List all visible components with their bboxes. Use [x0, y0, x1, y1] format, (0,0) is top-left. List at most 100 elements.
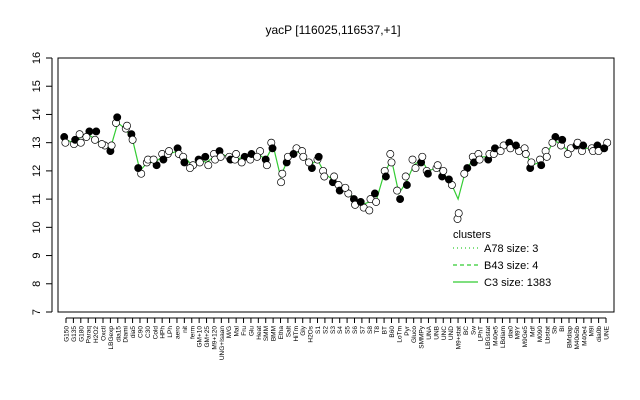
data-point	[268, 144, 277, 153]
x-tick-label: M9l	[589, 325, 596, 336]
x-tick-label: UNA	[426, 325, 433, 339]
x-tick-label: LBGexp	[108, 326, 115, 350]
x-tick-label: Lbstat	[544, 326, 551, 344]
data-point	[216, 152, 225, 161]
data-point	[289, 150, 298, 158]
data-point	[402, 181, 411, 189]
x-tick-label: Pyr	[404, 325, 411, 336]
data-point	[165, 147, 173, 156]
data-point	[418, 152, 427, 161]
x-tick-label: HiTm	[293, 326, 300, 342]
data-point	[75, 130, 84, 139]
data-point	[253, 152, 262, 161]
x-tick-label: M/G	[226, 326, 233, 338]
x-tick-label: dia15	[115, 326, 122, 342]
x-tick-label: M090	[537, 326, 544, 343]
x-tick-label: dia5	[130, 326, 137, 339]
data-point	[386, 150, 395, 158]
x-tick-label: Cold	[152, 326, 159, 340]
data-point	[381, 172, 390, 181]
x-tick-label: GM+10	[197, 326, 204, 348]
legend-label-b43: B43 size: 4	[484, 260, 538, 272]
x-tick-label: Gly	[300, 325, 307, 336]
data-point	[387, 158, 396, 167]
data-point	[411, 164, 420, 173]
x-tick-label: LoTm	[396, 326, 403, 343]
x-tick-label: M40e4	[581, 326, 588, 346]
data-point	[475, 155, 484, 164]
x-tick-label: SMM	[263, 326, 270, 341]
x-tick-label: S1	[315, 326, 322, 334]
data-point	[439, 166, 448, 175]
x-tick-label: S6	[352, 326, 359, 334]
y-tick-label: 8	[31, 281, 43, 287]
data-point	[558, 135, 567, 144]
y-tick-label: 7	[31, 309, 43, 315]
data-point	[320, 172, 329, 181]
data-point	[341, 183, 350, 192]
data-point	[107, 141, 116, 150]
x-tick-label: S8	[367, 326, 374, 334]
legend-label-a78: A78 size: 3	[484, 243, 538, 255]
x-tick-label: BC	[463, 326, 470, 335]
data-point	[396, 195, 405, 204]
x-tick-label: Oxctl	[100, 325, 107, 340]
x-tick-label: ferm	[189, 326, 196, 339]
x-tick-label: M9Y	[515, 325, 522, 339]
x-tick-label: LBdiam	[500, 326, 507, 348]
x-tick-label: dia0b	[596, 326, 603, 342]
data-point	[444, 175, 453, 184]
x-tick-label: LBGstat	[485, 326, 492, 350]
x-tick-label: LPh	[167, 326, 174, 338]
x-tick-label: Heat	[256, 326, 263, 340]
x-tick-label: M9+stat	[456, 326, 463, 349]
x-tick-label: Diami	[123, 326, 130, 343]
data-point	[195, 158, 204, 167]
x-tick-label: S4	[337, 326, 344, 334]
x-tick-label: Salt	[285, 326, 292, 337]
x-tick-label: B60	[389, 326, 396, 338]
data-point	[454, 209, 463, 218]
x-tick-label: Etha	[278, 326, 285, 340]
data-point	[423, 169, 432, 178]
data-point	[542, 152, 551, 161]
x-tick-label: SMMPy	[419, 325, 426, 349]
data-point	[299, 152, 308, 161]
data-point	[149, 155, 158, 164]
x-tick-label: aero	[174, 326, 181, 339]
x-tick-label: Sw	[470, 326, 477, 335]
data-point	[186, 164, 194, 173]
x-tick-label: UNG+Isaan	[219, 326, 226, 361]
data-point	[82, 133, 91, 141]
plot-frame	[57, 57, 615, 313]
data-point	[262, 161, 271, 170]
data-point	[76, 138, 85, 147]
x-tick-label: Gluco	[411, 326, 418, 343]
y-tick-label: 15	[31, 80, 43, 92]
x-tick-label: G135	[71, 326, 78, 342]
x-tick-label: UNE	[604, 325, 611, 339]
x-tick-label: T8	[374, 326, 381, 334]
x-tick-label: HPh	[160, 326, 167, 339]
y-tick-label: 9	[31, 252, 43, 258]
y-tick-label: 14	[31, 108, 43, 120]
x-tick-label: S7	[359, 326, 366, 334]
y-tick-label: 16	[31, 52, 43, 64]
data-point	[123, 121, 131, 130]
x-tick-label: Fru	[241, 326, 248, 336]
x-tick-label: S5	[345, 326, 352, 334]
x-tick-label: Sb	[552, 326, 559, 334]
x-tick-label: UNC	[441, 326, 448, 340]
data-point	[460, 169, 469, 178]
x-tick-label: BMdiap	[567, 326, 574, 348]
x-tick-label: S3	[330, 326, 337, 334]
chart-title: yacP [116025,116537,+1]	[265, 23, 400, 37]
x-tick-label: H2Os	[308, 325, 315, 342]
data-point	[330, 172, 339, 181]
x-axis: G150 G135 G180 Paraq H2O2 Oxctl LBGexp dia15 Dia…	[64, 317, 611, 361]
x-tick-label: M9+120	[211, 326, 218, 350]
x-tick-label: BMM	[271, 326, 278, 341]
x-tick-label: C30	[145, 326, 152, 338]
data-point	[393, 186, 402, 195]
data-point	[600, 144, 609, 153]
